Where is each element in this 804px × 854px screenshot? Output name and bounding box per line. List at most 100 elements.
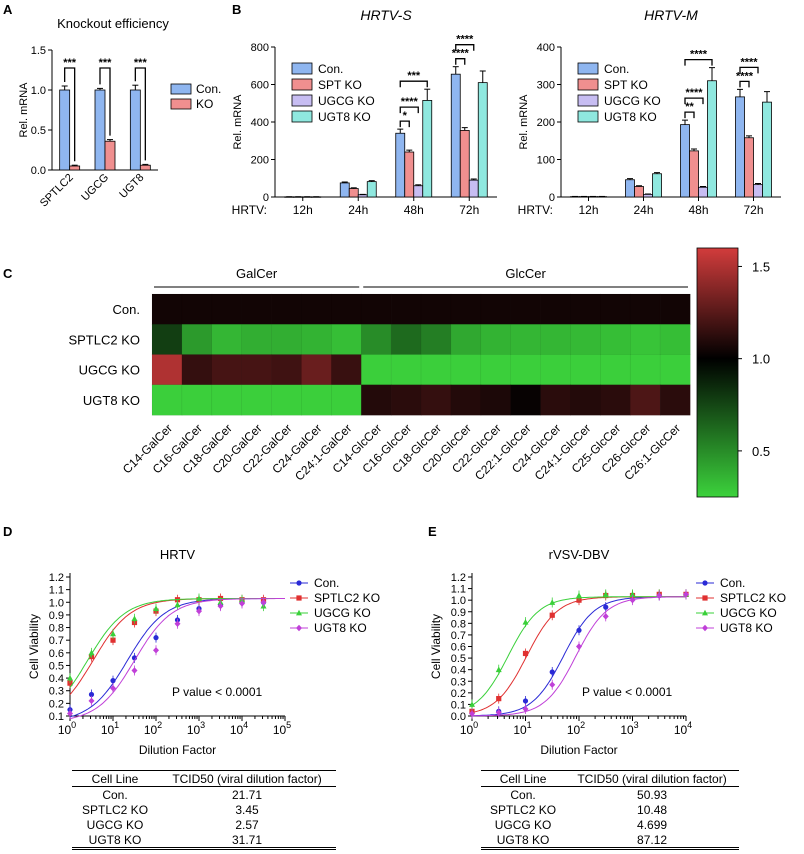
heatmap-cell [360,384,392,416]
significance-label: **** [685,87,703,99]
legend-label-con: Con. [196,82,221,96]
x-tick-exponent: 3 [200,720,205,730]
bar-spt-ko-72h [744,137,754,198]
data-point-con [522,698,529,704]
y-tick-label: 1.5 [31,45,46,57]
y-tick-label: 0.5 [49,660,64,672]
heatmap-cell [271,293,302,325]
y-tick-label: 0.4 [49,673,64,685]
data-point-ugt8-ko [88,697,95,705]
chart-title: HRTV-S [360,7,412,23]
data-point-sptlc2-ko [110,637,116,643]
y-tick-label: 300 [537,80,555,92]
data-point-ugcg-ko [576,592,582,598]
legend-swatch-con [577,62,599,75]
y-tick-label: 400 [251,117,269,129]
heatmap-cell [540,384,571,416]
significance-bracket [399,80,428,88]
heatmap-cell [211,354,243,386]
heatmap-cell [420,293,452,325]
data-point-ugt8-ko [67,710,73,717]
x-tick-label: 103 [620,720,638,737]
heatmap-cell [390,354,422,386]
table-header-tcid50: TCID50 (viral dilution factor) [158,770,336,787]
legend-label-con: Con. [314,576,339,590]
x-prefix-label: HRTV: [518,203,553,217]
y-tick-label: 1.1 [451,584,466,596]
bar-ugcg-ko-72h [468,179,479,198]
colorbar-tick-label: 0.5 [752,444,770,459]
legend-swatch-ugt8-ko [577,110,599,123]
bar-ugt8-ko-48h [422,100,433,198]
data-point-ugcg-ko [131,615,138,622]
data-point-con [88,691,95,698]
heatmap-cell [600,293,631,325]
legend-swatch-con [170,83,192,95]
significance-bracket [134,67,146,161]
x-tick-label: 72h [459,203,479,217]
data-point-ugcg-ko [549,599,556,605]
bar-ugcg-ko-24h [643,193,653,198]
heatmap-cell [181,293,213,325]
y-axis-label: Rel. mRNA [18,82,30,138]
y-tick-label: 0.7 [49,635,64,647]
data-point-ugt8-ko [174,620,181,627]
bar-ugcg-ko-48h [413,185,424,198]
p-value-annotation: P value < 0.0001 [172,685,263,699]
heatmap-cell [151,293,183,325]
panel-letter-b: B [232,2,241,17]
chart-title: rVSV-DBV [549,547,610,562]
legend-swatch-spt-ko [291,78,313,91]
rvsv-dbv-viability-chart: rVSV-DBV0.00.10.20.30.40.50.60.70.80.91.… [429,547,786,757]
x-tick-label: SPTLC2 [38,172,76,210]
row-label: Con. [113,302,140,317]
table-header-tcid50: TCID50 (viral dilution factor) [565,770,739,787]
legend-swatch-ugcg-ko [577,94,599,107]
heatmap-cell [241,384,273,416]
significance-bracket [455,58,466,65]
significance-label: **** [736,70,754,82]
legend-label-ugt8-ko: UGT8 KO [604,110,657,124]
heatmap-cell [570,384,601,416]
knockout-efficiency-chart: Knockout efficiency 0.0 0.5 1.0 1.5 Rel. mRNA… [18,16,221,210]
y-tick-label: 0.6 [49,648,64,660]
x-tick-base: 10 [567,723,581,737]
tcid50-value: 21.71 [232,787,263,802]
row-label: SPTLC2 KO [68,332,140,347]
significance-bracket [399,120,410,128]
data-point-ugt8-ko [469,710,475,717]
heatmap-cell [390,324,422,356]
heatmap-cell [570,324,601,356]
heatmap-cell [570,354,601,386]
y-tick-label: 0.1 [451,699,466,711]
chart-title: HRTV [160,547,195,562]
data-point-ugcg-ko [495,666,502,673]
y-tick-label: 0.9 [451,607,466,619]
significance-label: **** [456,34,474,46]
data-point-ugcg-ko [110,630,116,637]
data-point-ugcg-ko [67,674,73,681]
panel-letter-e: E [428,524,437,539]
y-tick-label: 0.2 [49,698,64,710]
cell-line: SPTLC2 KO [490,802,557,817]
data-point-ugt8-ko [260,599,267,606]
bar-con-24h [625,179,635,198]
colorbar-tick-label: 1.0 [752,352,770,367]
x-tick-label: 103 [187,720,205,737]
heatmap-cell [360,354,392,386]
bar-con-sptlc2 [59,89,71,171]
heatmap-cell [659,384,691,416]
x-tick-exponent: 2 [580,720,585,730]
x-tick-label: 104 [230,720,248,737]
x-tick-label: 102 [567,720,585,737]
y-tick-label: 0.5 [31,125,46,137]
tcid50-value: 31.71 [158,832,336,850]
data-point-ugt8-ko [549,681,556,688]
x-tick-label: 72h [743,203,763,217]
x-tick-base: 10 [187,723,201,737]
legend-marker [702,595,708,601]
legend-swatch-ugcg-ko [291,94,313,107]
legend-swatch-spt-ko [577,78,599,91]
bar-ko-ugt8 [139,164,151,171]
heatmap-cell [600,324,631,356]
